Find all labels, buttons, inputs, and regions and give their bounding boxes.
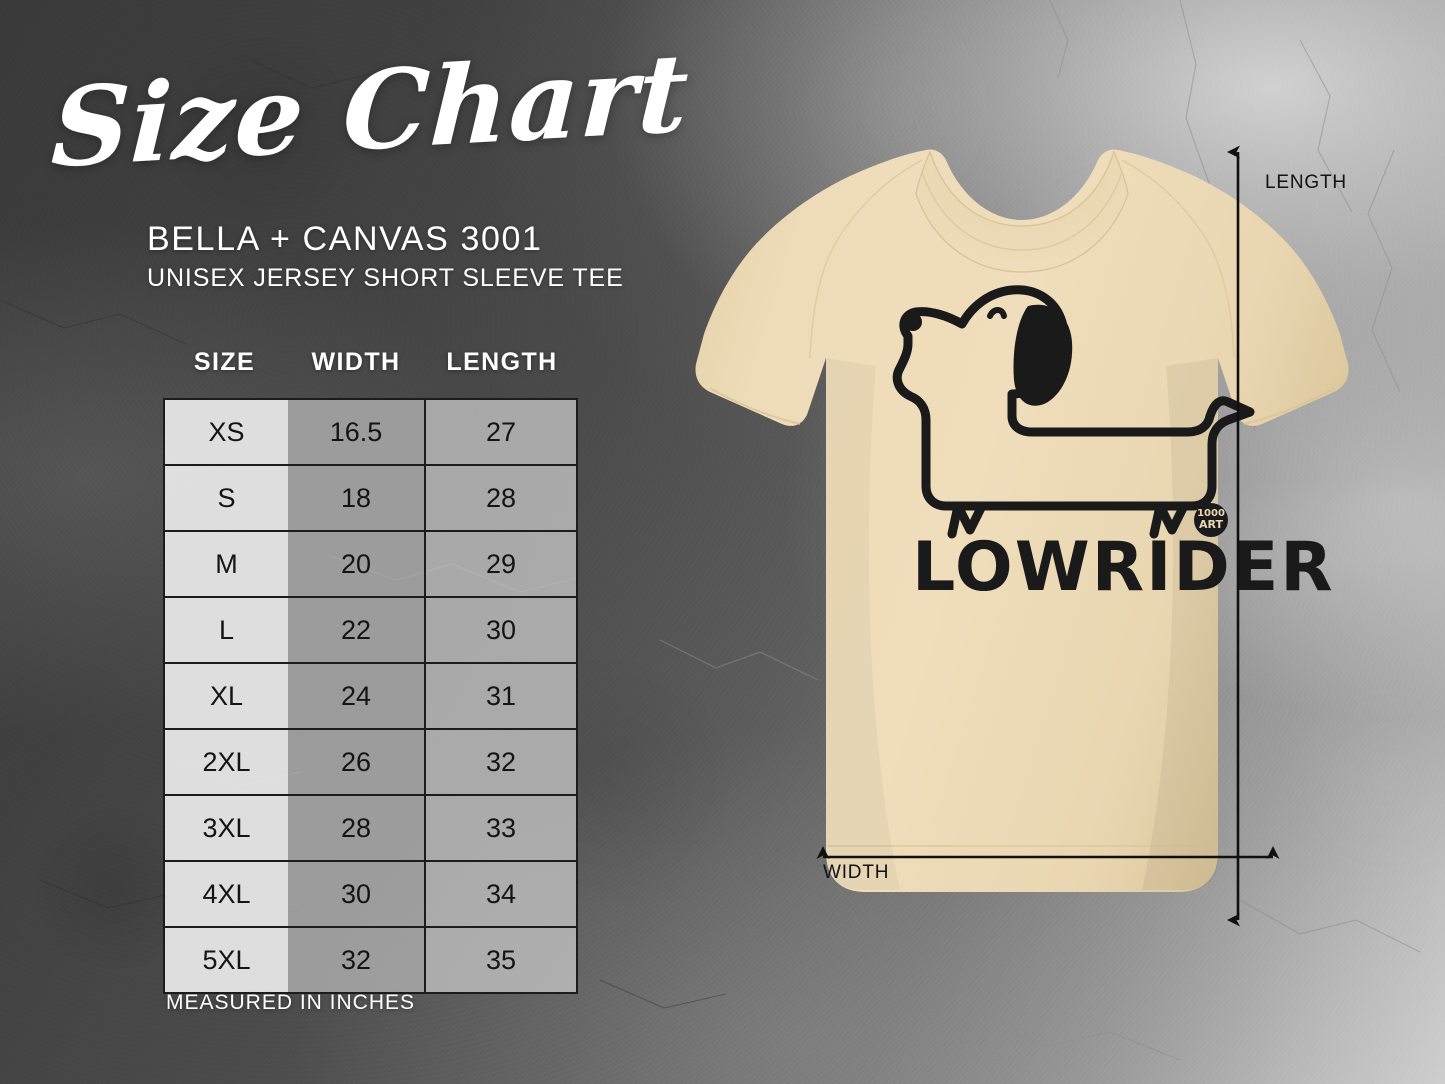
column-header-size: SIZE [193,348,256,376]
table-row: L 22 30 [165,598,576,664]
dog-outline [892,285,1255,511]
table-row: 2XL 26 32 [165,730,576,796]
dog-front-leg [947,501,987,539]
cell-length: 28 [424,466,576,530]
cell-width: 18 [288,466,424,530]
dog-eye [987,307,1007,319]
cell-size: XS [165,400,288,464]
table-row: XS 16.5 27 [165,400,576,466]
cell-size: 2XL [165,730,288,794]
table-row: 4XL 30 34 [165,862,576,928]
right-sleeve-hem [1243,387,1335,425]
cell-length: 34 [424,862,576,926]
cell-width: 28 [288,796,424,860]
cell-width: 30 [288,862,424,926]
cell-length: 30 [424,598,576,662]
cell-size: S [165,466,288,530]
table-row: XL 24 31 [165,664,576,730]
column-header-length: LENGTH [446,348,558,376]
size-table-header-row: SIZE WIDTH LENGTH [163,348,578,377]
cell-width: 24 [288,664,424,728]
units-footnote: MEASURED IN INCHES [166,991,416,1014]
table-row: M 20 29 [165,532,576,598]
cell-size: XL [165,664,288,728]
product-name: BELLA + CANVAS 3001 [147,220,543,258]
cell-size: 5XL [165,928,288,992]
page-title-block: Size Chart [49,30,692,192]
left-shoulder-seam [809,159,923,359]
cell-size: M [165,532,288,596]
svg-text:1000: 1000 [1197,508,1225,519]
cell-size: 4XL [165,862,288,926]
left-sleeve-hem [709,387,801,425]
cell-length: 29 [424,532,576,596]
product-description: UNISEX JERSEY SHORT SLEEVE TEE [147,264,624,292]
cell-length: 33 [424,796,576,860]
cell-size: L [165,598,288,662]
size-table: XS 16.5 27 S 18 28 M 20 29 L 22 30 XL 24 31 2XL 26 32 3XL 2… [163,398,578,994]
dog-back-leg [1149,501,1189,539]
dachshund-graphic [892,285,1255,539]
cell-length: 32 [424,730,576,794]
cell-length: 27 [424,400,576,464]
tshirt-mockup: LOWRIDER 1000 ART [690,120,1350,950]
cell-length: 31 [424,664,576,728]
table-row: 3XL 28 33 [165,796,576,862]
fabric-shadow-right [1142,358,1218,890]
cell-width: 16.5 [288,400,424,464]
cell-width: 20 [288,532,424,596]
artist-badge: 1000 ART [1194,503,1228,537]
graphic-wordmark: LOWRIDER [912,528,1335,607]
cell-length: 35 [424,928,576,992]
dog-nose [904,313,922,331]
tshirt-body-shape [695,149,1349,892]
cell-width: 22 [288,598,424,662]
cell-size: 3XL [165,796,288,860]
table-row: S 18 28 [165,466,576,532]
svg-text:ART: ART [1199,518,1223,531]
dog-ear [1013,304,1073,406]
cell-width: 26 [288,730,424,794]
page-title: Size Chart [48,30,693,193]
collar-inner-seam [921,171,1123,251]
tshirt-collar [915,150,1129,273]
cell-width: 32 [288,928,424,992]
table-row: 5XL 32 35 [165,928,576,992]
column-header-width: WIDTH [311,348,401,376]
